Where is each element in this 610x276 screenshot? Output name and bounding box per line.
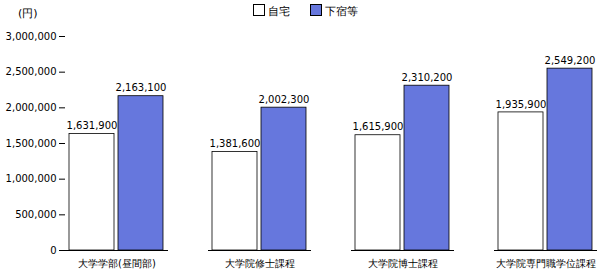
svg-text:0: 0	[50, 245, 56, 256]
svg-text:2,549,200: 2,549,200	[545, 55, 596, 66]
html-text:(円): (円)	[18, 7, 38, 20]
svg-text:2,500,000: 2,500,000	[6, 66, 57, 77]
svg-text:500,000: 500,000	[15, 209, 56, 220]
svg-text:大学院博士課程: 大学院博士課程	[368, 258, 438, 269]
svg-text:1,500,000: 1,500,000	[6, 138, 57, 149]
svg-text:2,163,100: 2,163,100	[116, 82, 167, 93]
svg-text:大学院修士課程: 大学院修士課程	[225, 258, 295, 269]
svg-text:2,000,000: 2,000,000	[6, 102, 57, 113]
svg-text:3,000,000: 3,000,000	[6, 31, 57, 42]
svg-text:1,381,600: 1,381,600	[210, 138, 261, 149]
svg-text:1,000,000: 1,000,000	[6, 173, 57, 184]
svg-text:1,615,900: 1,615,900	[353, 121, 404, 132]
html-text:自宅: 自宅	[267, 5, 290, 18]
html-text:下宿等: 下宿等	[324, 5, 358, 18]
svg-text:大学学部(昼間部): 大学学部(昼間部)	[78, 258, 156, 269]
svg-text:大学院専門職学位課程: 大学院専門職学位課程	[496, 258, 596, 269]
svg-text:1,935,900: 1,935,900	[496, 99, 547, 110]
svg-text:1,631,900: 1,631,900	[67, 120, 118, 131]
svg-text:2,002,300: 2,002,300	[259, 94, 310, 105]
svg-text:2,310,200: 2,310,200	[402, 72, 453, 83]
